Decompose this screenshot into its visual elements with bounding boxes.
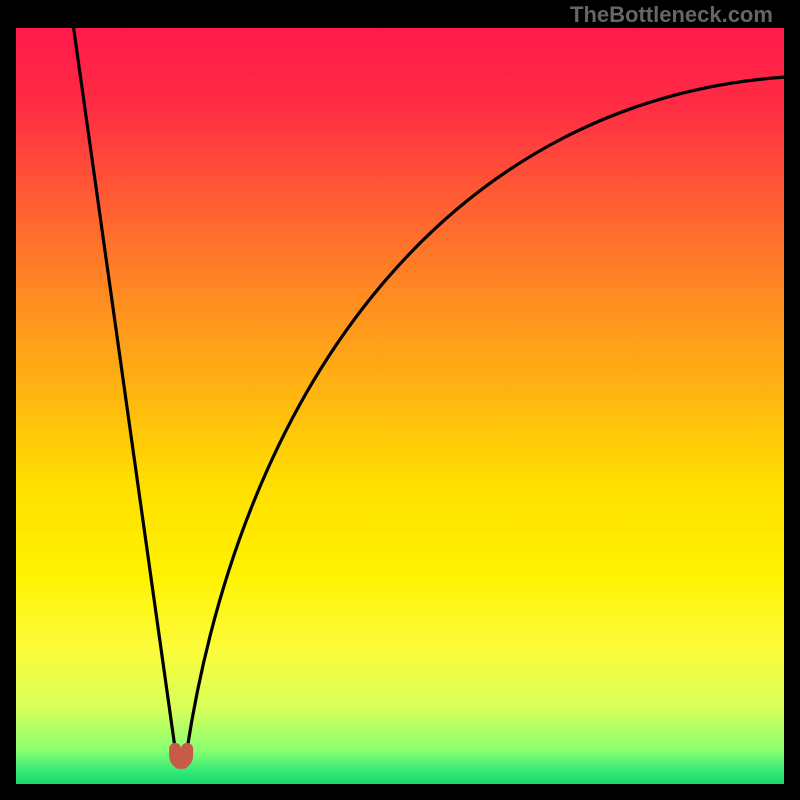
bottleneck-chart xyxy=(16,28,784,784)
chart-frame: TheBottleneck.com xyxy=(0,0,800,800)
gradient-background xyxy=(16,28,784,784)
plot-area xyxy=(16,28,784,784)
watermark-text: TheBottleneck.com xyxy=(570,2,773,28)
valley-marker xyxy=(175,749,187,763)
